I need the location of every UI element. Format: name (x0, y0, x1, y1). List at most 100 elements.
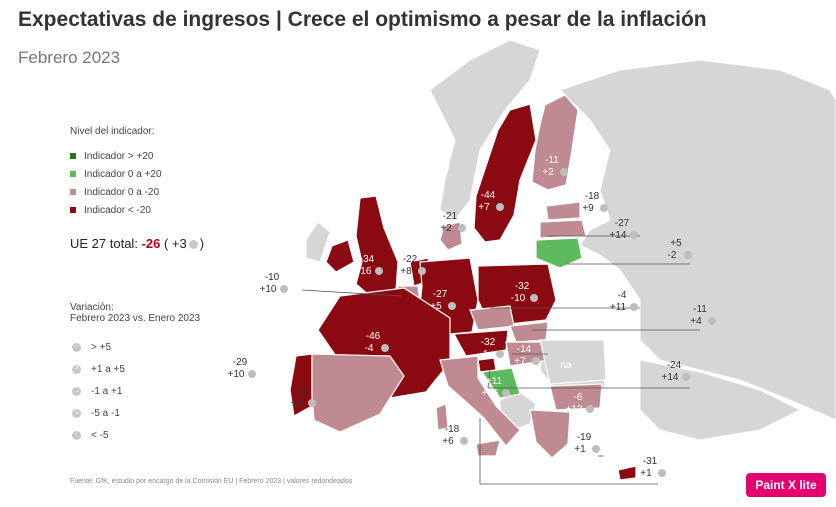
country-sardinia (435, 403, 449, 431)
country-value-es: -12 (293, 386, 308, 397)
country-croatia (480, 367, 521, 399)
variation-arrow-icon (532, 357, 540, 365)
country-slovakia (509, 321, 549, 343)
variation-arrow-icon (375, 267, 383, 275)
variation-arrow-icon (658, 469, 666, 477)
country-value-sk: -11 (693, 304, 707, 315)
country-cyprus (617, 465, 637, 481)
country-value-cy: -31 (643, 456, 658, 467)
paint-x-lite-badge[interactable]: Paint X lite (746, 473, 826, 497)
country-value-hr: +11 (486, 376, 503, 387)
variation-arrow-icon (592, 445, 600, 453)
page-subtitle: Febrero 2023 (18, 48, 121, 67)
country-value-fr: -46 (366, 331, 381, 342)
arrow-up-icon (188, 240, 198, 250)
country-change-si: +14 (662, 372, 679, 383)
legend-item: Indicador 0 a -20 (70, 183, 162, 201)
legend-swatch (70, 207, 76, 213)
country-czechia (469, 305, 515, 331)
arrow-down-right-icon: ↘ (72, 408, 81, 418)
legend-swatch (70, 189, 76, 195)
variation-arrow-icon (586, 405, 594, 413)
country-finland (531, 94, 579, 191)
country-change-de: +5 (430, 301, 442, 312)
arrow-right-icon: → (72, 386, 81, 396)
country-lithuania (535, 237, 583, 269)
variation-arrow-icon (560, 168, 568, 176)
variation-arrow-icon (496, 350, 504, 358)
country-change-nl: +8 (400, 266, 412, 277)
indicator-legend: Nivel del indicador: Indicador > +20 Ind… (70, 126, 162, 219)
variation-arrow-icon (381, 344, 389, 352)
eu-total-value: -26 (141, 236, 161, 251)
country-change-se: +7 (478, 202, 490, 213)
country-change-lt: -2 (668, 250, 677, 261)
country-value-lv: -27 (615, 218, 630, 229)
country-change-at: -1 (480, 349, 489, 360)
variation-arrow-icon (280, 285, 288, 293)
legend-item: Indicador > +20 (70, 147, 162, 165)
arrow-up-right-icon: ↗ (72, 364, 81, 374)
country-change-fi: +2 (542, 167, 554, 178)
country-value-at: -32 (481, 337, 496, 348)
country-shapes (289, 94, 637, 481)
country-sicily (475, 439, 501, 457)
eu-total-change: ( +3 (163, 236, 187, 251)
country-value-hu: -14 (517, 344, 532, 355)
country-greece (529, 409, 571, 459)
country-value-be: -10 (265, 272, 280, 283)
country-denmark (439, 221, 463, 251)
country-value-it: -18 (445, 424, 460, 435)
country-value-ro: na (560, 360, 572, 371)
country-ireland (325, 239, 355, 273)
country-value-se: -44 (481, 190, 496, 201)
page-title: Expectativas de ingresos | Crece el opti… (18, 8, 707, 31)
arrow-down-icon: ↓ (72, 430, 81, 440)
country-change-fr: -4 (365, 343, 374, 354)
country-italy (439, 355, 521, 447)
country-value-nl: -22 (403, 254, 418, 265)
arrow-up-icon: ↑ (72, 342, 81, 352)
variation-arrow-icon (530, 294, 538, 302)
country-value-cz: -4 (618, 290, 627, 301)
variation-arrow-icon (448, 302, 456, 310)
variation-arrow-icon (418, 267, 426, 275)
variation-arrow-icon (684, 251, 692, 259)
country-value-lt: +5 (670, 238, 682, 249)
country-austria (453, 329, 509, 357)
country-change-hr: +16 (482, 388, 499, 399)
country-change-ie: +16 (355, 266, 372, 277)
country-change-bg: +12 (566, 404, 583, 415)
country-value-bg: -6 (574, 392, 583, 403)
variation-arrow-icon (248, 370, 256, 378)
country-change-be: +10 (260, 284, 277, 295)
variation-arrow-icon (630, 303, 638, 311)
country-value-si: -24 (667, 360, 682, 371)
country-change-sk: +4 (690, 316, 702, 327)
variation-arrow-icon (460, 437, 468, 445)
country-change-it: +6 (442, 436, 454, 447)
source-note: Fuente: GfK, estudio por encargo de la C… (70, 478, 353, 485)
country-value-ie: -34 (360, 254, 375, 265)
country-change-cy: +1 (640, 468, 652, 479)
country-value-pl: -32 (515, 281, 530, 292)
country-change-ee: +9 (582, 203, 594, 214)
country-uk (355, 195, 399, 297)
country-change-pl: -10 (511, 293, 526, 304)
variation-arrow-icon (496, 203, 504, 211)
variation-arrow-icon (458, 224, 466, 232)
legend-swatch (70, 153, 76, 159)
country-change-lv: +14 (610, 230, 627, 241)
value-labels: -11+2-44+7-18+9-27+14+5-2-21+2-34+16-22+… (228, 155, 716, 479)
country-change-hu: +7 (514, 356, 526, 367)
country-change-pt: +10 (228, 369, 245, 380)
country-latvia (539, 219, 587, 239)
variation-arrow-icon (502, 389, 510, 397)
country-spain (311, 353, 405, 433)
country-value-de: -27 (433, 289, 448, 300)
country-value-gr: -19 (577, 432, 592, 443)
variation-arrow-icon (682, 373, 690, 381)
country-value-fi: -11 (545, 155, 559, 166)
variation-arrow-icon (308, 399, 316, 407)
country-change-gr: +1 (574, 444, 586, 455)
